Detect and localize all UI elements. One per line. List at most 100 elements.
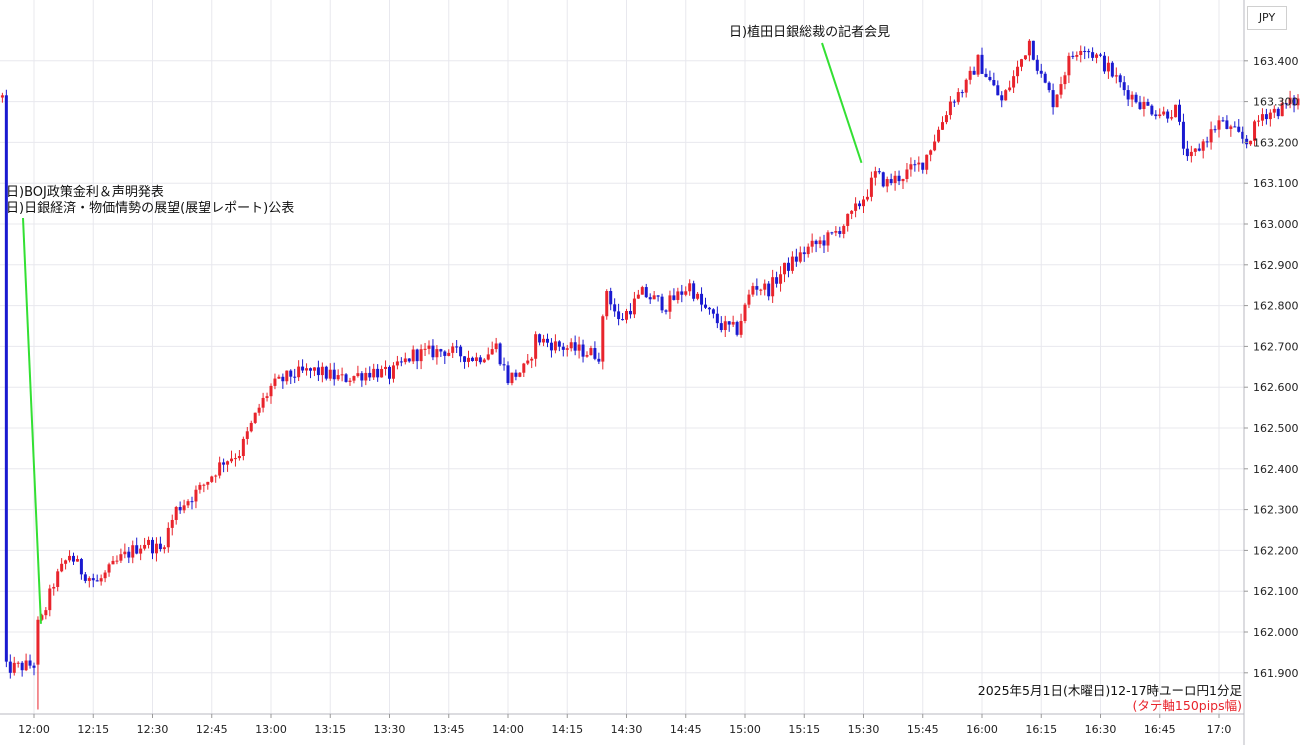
candle-down (972, 70, 976, 75)
candle-up (348, 380, 352, 382)
candle-down (324, 366, 328, 379)
candle-up (218, 462, 222, 476)
x-tick-label: 12:30 (137, 723, 169, 736)
candle-down (83, 574, 87, 581)
candle-up (684, 291, 688, 295)
candle-up (1023, 55, 1027, 60)
candle-up (905, 169, 909, 179)
candle-up (783, 262, 786, 275)
candle-up (569, 342, 573, 349)
candle-up (380, 368, 384, 378)
candle-down (1221, 120, 1225, 122)
candle-up (52, 586, 56, 589)
x-tick-label: 12:00 (18, 723, 50, 736)
candle-up (170, 519, 174, 528)
candle-up (1158, 114, 1162, 117)
x-tick-label: 16:00 (966, 723, 998, 736)
candle-up (194, 489, 198, 502)
candle-up (139, 548, 143, 554)
candle-down (127, 551, 131, 558)
candle-up (68, 555, 72, 561)
candle-up (1257, 120, 1260, 122)
candle-down (368, 372, 372, 378)
candle-up (759, 289, 763, 291)
candle-down (830, 232, 834, 234)
candle-down (470, 357, 474, 362)
chart-grid (0, 0, 1244, 714)
candle-down (858, 203, 862, 207)
candle-up (1055, 94, 1059, 108)
candle-up (1249, 140, 1253, 145)
chart-caption: 2025年5月1日(木曜日)12-17時ユーロ円1分足 (977, 683, 1242, 698)
candle-up (16, 662, 20, 664)
candle-up (1272, 108, 1276, 113)
x-tick-label: 13:00 (255, 723, 287, 736)
candle-up (1075, 54, 1079, 57)
candle-up (601, 316, 605, 362)
candle-down (1039, 70, 1043, 74)
candle-down (281, 376, 285, 382)
candle-up (688, 283, 692, 292)
candle-down (707, 307, 711, 310)
annotation-boj-line1: 日)BOJ政策金利＆声明発表 (6, 184, 164, 200)
candle-down (546, 338, 549, 343)
candle-down (222, 462, 226, 465)
candle-up (577, 344, 581, 351)
candle-up (186, 501, 190, 506)
candle-up (24, 660, 28, 671)
candle-down (621, 319, 625, 321)
candle-down (538, 334, 542, 343)
candle-down (597, 358, 601, 362)
candle-up (534, 334, 538, 359)
candle-down (775, 277, 779, 284)
candle-up (1008, 87, 1012, 91)
candle-up (565, 348, 569, 350)
candle-down (1110, 62, 1114, 77)
candle-up (166, 527, 170, 548)
candle-down (151, 539, 154, 554)
x-tick-label: 14:45 (670, 723, 702, 736)
candle-down (814, 240, 818, 245)
candle-down (767, 283, 771, 297)
candle-up (99, 578, 103, 582)
candle-down (443, 351, 447, 356)
y-tick-label: 162.600 (1253, 381, 1299, 394)
y-tick-label: 163.200 (1253, 136, 1299, 149)
candle-down (1122, 82, 1126, 91)
candle-down (514, 372, 518, 377)
x-tick-label: 12:45 (196, 723, 228, 736)
candle-down (459, 346, 463, 357)
candle-up (202, 484, 206, 486)
candle-up (763, 283, 767, 290)
candle-down (802, 252, 806, 255)
candle-up (115, 560, 119, 562)
candle-down (431, 345, 435, 358)
candle-up (964, 79, 968, 93)
candle-up (636, 294, 640, 299)
candle-up (553, 341, 557, 351)
candle-down (301, 366, 305, 371)
candle-down (1178, 104, 1181, 122)
candle-up (198, 484, 202, 490)
candle-up (810, 240, 814, 247)
candle-up (862, 199, 865, 207)
candle-up (230, 458, 233, 462)
candle-up (1209, 129, 1213, 143)
candle-down (1138, 102, 1142, 110)
candle-up (652, 295, 656, 300)
candle-down (672, 295, 676, 300)
x-tick-label: 15:15 (788, 723, 820, 736)
candle-up (245, 431, 249, 439)
x-tick-label: 15:45 (907, 723, 939, 736)
chart-caption-scale: (タテ軸150pips幅) (1132, 698, 1242, 713)
candle-down (692, 283, 696, 299)
candle-down (644, 287, 648, 298)
candle-down (1233, 126, 1237, 128)
candle-up (1063, 75, 1067, 85)
candle-down (889, 179, 893, 184)
y-axis-ticks: 161.900 162.000 162.100 162.200 162.300 162.4… (1244, 55, 1299, 680)
candle-down (502, 364, 506, 366)
y-tick-label: 162.100 (1253, 585, 1299, 598)
candle-up (1189, 151, 1193, 157)
